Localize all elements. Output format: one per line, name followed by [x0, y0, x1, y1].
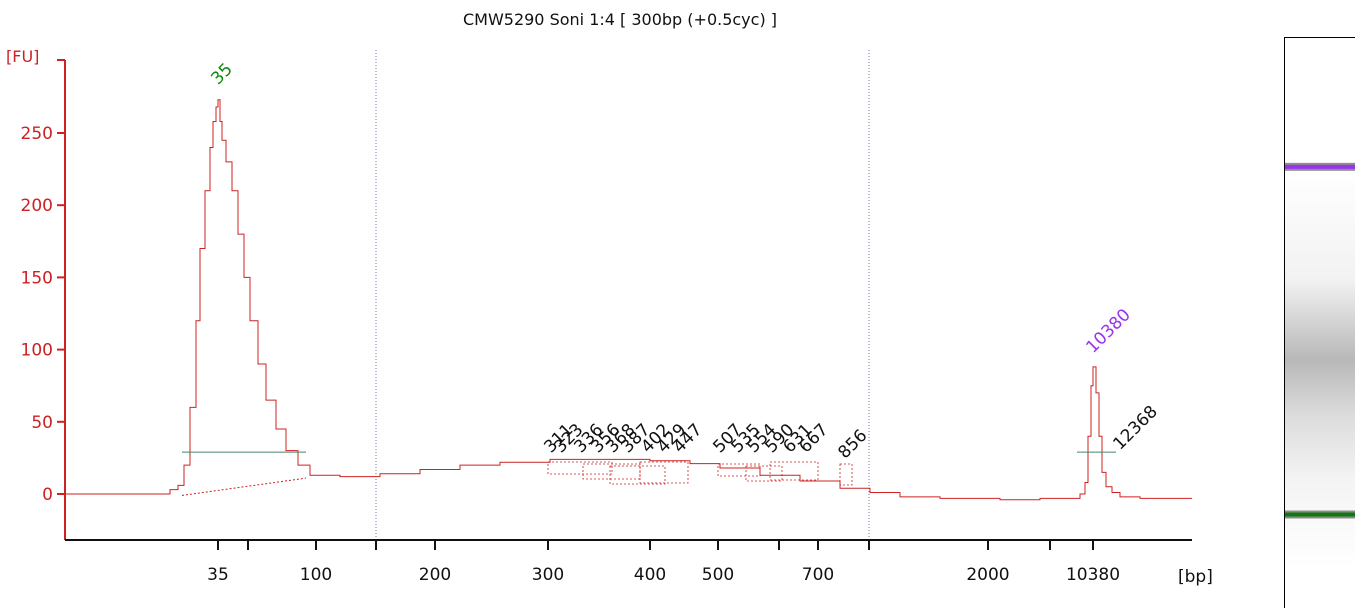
- peak-integration-box: [717, 463, 761, 477]
- peak-integration-box: [547, 461, 613, 475]
- x-tick-label: 300: [532, 565, 564, 585]
- x-tick-label: 2000: [966, 565, 1009, 585]
- peak-label: 12368: [1109, 402, 1161, 454]
- peak-integration-box: [769, 461, 819, 481]
- baseline-dotted: [181, 477, 307, 496]
- peak-integration-box: [609, 465, 666, 485]
- peak-integration-box: [745, 465, 783, 482]
- peak-label: 856: [834, 426, 871, 463]
- y-tick-label: 100: [21, 341, 53, 361]
- x-axis-label: [bp]: [1178, 567, 1213, 587]
- peak-label: 10380: [1082, 305, 1134, 357]
- x-tick-label: 10380: [1066, 565, 1120, 585]
- x-tick-label: 200: [419, 565, 451, 585]
- chart-title: CMW5290 Soni 1:4 [ 300bp (+0.5cyc) ]: [462, 10, 778, 29]
- x-tick-label: 500: [702, 565, 734, 585]
- peak-integration-box: [839, 463, 853, 486]
- electropherogram-plot: 0 50 100 150 200 250 35 100 200 300 400 500 700 2000 1…: [6, 47, 1213, 587]
- y-axis-label: [FU]: [6, 47, 39, 66]
- peak-integration-box: [639, 461, 689, 484]
- gel-band: [1285, 512, 1355, 517]
- x-tick-label: 35: [207, 565, 229, 585]
- x-tick-label: 400: [634, 565, 666, 585]
- y-tick-label: 50: [31, 413, 53, 433]
- y-tick-label: 200: [21, 196, 53, 216]
- virtual-gel-lane: [1284, 37, 1355, 608]
- y-tick-label: 250: [21, 124, 53, 144]
- y-tick-label: 0: [42, 485, 53, 505]
- y-tick-label: 150: [21, 268, 53, 288]
- gel-band: [1285, 164, 1355, 169]
- x-tick-label: 700: [802, 565, 834, 585]
- peak-label: 35: [207, 59, 236, 88]
- x-tick-label: 100: [300, 565, 332, 585]
- signal-trace: [65, 99, 1192, 501]
- gel-smear: [1285, 168, 1355, 568]
